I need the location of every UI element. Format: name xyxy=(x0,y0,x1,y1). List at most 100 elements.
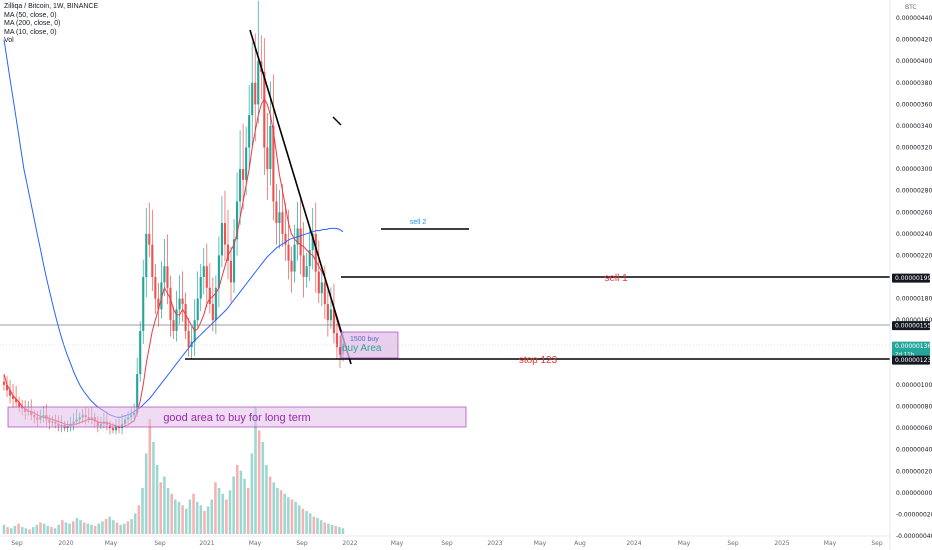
candle-body xyxy=(281,212,284,234)
candlesticks xyxy=(2,0,345,435)
candle-body xyxy=(272,125,275,202)
volume-bar xyxy=(35,524,39,534)
volume-bar xyxy=(268,476,272,534)
volume-bar xyxy=(334,525,337,534)
candle-body xyxy=(111,428,115,431)
indicator-ma200[interactable]: MA (200, close, 0) xyxy=(4,20,61,28)
time-tick-label: 2020 xyxy=(58,540,73,547)
candle-body xyxy=(314,233,317,272)
small-trend-mark[interactable] xyxy=(332,116,342,126)
candle-body xyxy=(166,266,169,288)
volume-bar xyxy=(166,488,170,534)
candle-body xyxy=(196,298,199,321)
volume-bar xyxy=(13,525,17,534)
candle-body xyxy=(263,71,266,148)
price-tick-label: 0.00000000 xyxy=(896,490,932,497)
candle-body xyxy=(323,282,326,304)
candle-body xyxy=(202,266,205,277)
volume-bar xyxy=(297,505,301,534)
candle-body xyxy=(163,266,166,283)
candle-body xyxy=(335,333,339,348)
time-tick-label: Sep xyxy=(441,540,453,547)
volume-bar xyxy=(108,516,111,534)
downtrend-line[interactable] xyxy=(249,29,352,365)
long-term-label: good area to buy for long term xyxy=(163,412,310,424)
volume-bar xyxy=(61,520,64,534)
symbol-title[interactable]: Zilliqa / Bitcoin, 1W, BINANCE xyxy=(4,3,99,10)
candle-body xyxy=(223,223,227,245)
candle-body xyxy=(293,244,296,272)
candle-body xyxy=(157,298,160,310)
volume-bar xyxy=(228,490,232,534)
volume-bar xyxy=(225,499,228,534)
candle-body xyxy=(8,390,12,396)
long-term-box[interactable] xyxy=(7,406,467,428)
volume-bar xyxy=(159,482,163,534)
volume-bar xyxy=(6,527,9,534)
price-tick-label: 0.00000240 xyxy=(896,231,932,238)
volume-bar xyxy=(137,505,141,534)
volume-bar xyxy=(10,528,13,534)
candle-body xyxy=(275,201,278,224)
sell1-label: sell 1 xyxy=(604,273,628,284)
price-tick-label: 0.00000280 xyxy=(896,188,932,195)
volume-bar xyxy=(203,511,206,534)
volume-bar xyxy=(97,523,101,534)
volume-bar xyxy=(232,476,235,534)
volume-bar xyxy=(31,527,35,534)
volume-bar xyxy=(130,519,133,534)
volume-bar xyxy=(188,499,192,534)
chart-legend: Zilliqa / Bitcoin, 1W, BINANCE MA (50, c… xyxy=(4,3,98,46)
candle-body xyxy=(257,61,260,105)
volume-bar xyxy=(174,499,177,534)
volume-bar xyxy=(141,488,144,534)
volume-bar xyxy=(133,513,137,534)
price-tick-label: 0.00000180 xyxy=(896,296,932,303)
price-marker-box xyxy=(892,321,930,331)
time-tick-label: May xyxy=(391,540,404,547)
price-tick-label: 0.00000420 xyxy=(896,37,932,44)
volume-bar xyxy=(246,488,250,534)
price-marker-label: 0.00000123 xyxy=(895,357,931,364)
candle-body xyxy=(5,384,9,391)
volume-bar xyxy=(126,521,130,534)
volume-bar xyxy=(294,501,297,534)
volume-bar xyxy=(163,476,166,534)
indicator-ma50[interactable]: MA (50, close, 0) xyxy=(4,11,57,19)
candle-body xyxy=(211,303,214,321)
buy-area-box[interactable] xyxy=(340,331,399,359)
price-marker-label: 0.00000199 xyxy=(895,275,931,282)
time-tick-label: 2022 xyxy=(342,540,357,547)
candle-body xyxy=(145,233,148,277)
candle-body xyxy=(18,402,21,407)
candle-body xyxy=(160,282,163,310)
indicator-vol[interactable]: Vol xyxy=(4,37,14,45)
indicator-ma10[interactable]: MA (10, close, 0) xyxy=(4,28,57,36)
volume-bar xyxy=(276,488,279,534)
volume-bar xyxy=(323,522,327,534)
volume-bar xyxy=(119,524,122,534)
candle-body xyxy=(15,398,18,403)
candle-body xyxy=(245,147,248,180)
candle-body xyxy=(139,330,142,375)
candle-body xyxy=(217,255,220,288)
time-axis[interactable]: Sep 2020 May Sep 2021 May Sep 2022 May Sep 2023 May… xyxy=(11,540,883,547)
volume-bar xyxy=(64,522,68,534)
price-axis[interactable]: 0.00000440 0.00000420 0.00000400 0.00000380… xyxy=(896,15,932,540)
price-axis-unit: BTC xyxy=(905,4,917,11)
candle-body xyxy=(136,374,139,413)
volume-bar xyxy=(283,493,286,534)
candle-body xyxy=(311,233,314,251)
volume-bar xyxy=(93,525,97,534)
volume-bar xyxy=(319,520,323,534)
time-tick-label: Aug xyxy=(574,540,586,547)
volume-bar xyxy=(214,482,217,534)
volume-bar xyxy=(210,499,214,534)
price-tick-label: 0.00000360 xyxy=(896,101,932,108)
volume-bar xyxy=(123,523,126,534)
volume-bar xyxy=(53,528,57,534)
volume-bar xyxy=(316,517,319,534)
sell2-label: sell 2 xyxy=(410,219,426,226)
time-tick-label: Sep xyxy=(871,540,883,547)
